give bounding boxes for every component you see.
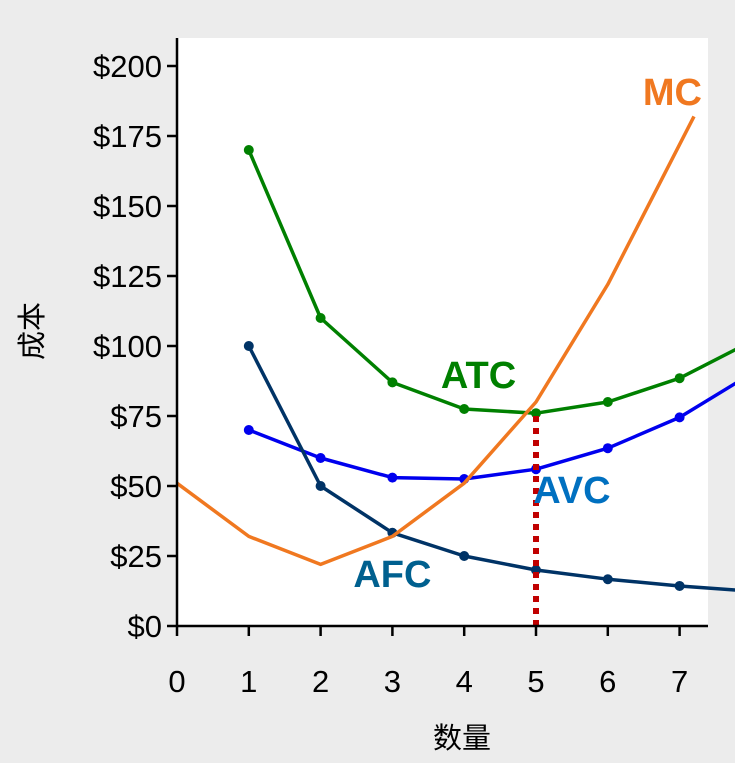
afc-point-2 (315, 481, 326, 491)
avc-point-7 (674, 412, 685, 423)
afc-label: AFC (353, 554, 431, 596)
x-tick-label: 1 (240, 664, 257, 699)
series-group (175, 115, 735, 592)
plot-area (177, 38, 708, 626)
mc-label: MC (643, 72, 702, 114)
chart-marks: ATC AVC AFC MC (175, 72, 735, 626)
atc-point-7 (674, 373, 685, 384)
x-tick-label: 2 (312, 664, 329, 699)
atc-point-3 (387, 377, 398, 388)
atc-point-2 (315, 313, 326, 323)
x-tick-label: 0 (168, 664, 185, 699)
avc-line (248, 381, 735, 481)
y-tick-label: $125 (93, 259, 162, 294)
afc-point-6 (602, 574, 613, 585)
avc-point-2 (315, 453, 326, 463)
avc-point-1 (243, 425, 254, 435)
avc-label: AVC (533, 470, 610, 512)
y-tick-label: $50 (110, 469, 162, 504)
y-tick-label: $25 (110, 539, 162, 574)
atc-point-4 (459, 404, 470, 414)
afc-point-7 (674, 580, 685, 591)
mc-line (175, 115, 696, 567)
atc-point-5 (531, 408, 541, 419)
atc-point-1 (243, 145, 254, 155)
y-tick-label: $0 (128, 609, 162, 644)
avc-point-3 (387, 472, 398, 483)
y-tick-label: $150 (93, 189, 162, 224)
atc-point-6 (602, 397, 613, 407)
y-tick-label: $200 (93, 49, 162, 84)
x-axis-title: 数量 (433, 721, 491, 755)
x-tick-label: 3 (384, 664, 401, 699)
x-tick-label: 7 (671, 664, 688, 699)
x-tick-label: 5 (527, 664, 544, 699)
axis-ticks: $0 $25 $50 $75 $100 $125 $150 $175 $200 0 1 2 3 4 5 6 7 (93, 49, 688, 699)
y-tick-label: $75 (110, 399, 162, 434)
y-axis-title: 成本 (15, 302, 49, 360)
afc-point-4 (459, 551, 470, 561)
afc-line (247, 345, 735, 592)
avc-point-6 (602, 443, 613, 454)
atc-line (247, 149, 735, 415)
y-tick-label: $100 (93, 329, 162, 364)
y-tick-label: $175 (93, 119, 162, 154)
x-tick-label: 6 (599, 664, 616, 699)
atc-label: ATC (441, 355, 516, 397)
x-tick-label: 4 (456, 664, 473, 699)
afc-point-1 (243, 341, 254, 351)
